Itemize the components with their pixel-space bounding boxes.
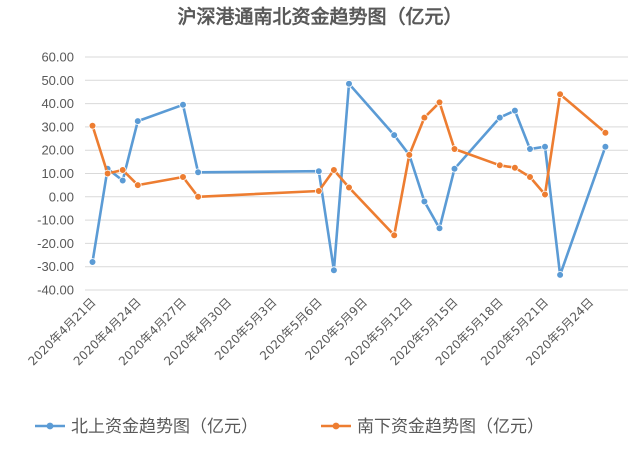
series-northbound xyxy=(88,80,610,279)
legend-item: 北上资金趋势图（亿元） xyxy=(35,417,258,437)
data-point xyxy=(435,98,444,107)
data-point xyxy=(601,128,610,137)
gridlines xyxy=(85,56,628,291)
y-tick-label: -10.00 xyxy=(37,213,74,228)
y-tick-label: 40.00 xyxy=(41,96,74,111)
data-point xyxy=(420,197,429,206)
series-southbound xyxy=(88,90,610,240)
y-tick-label: 20.00 xyxy=(41,143,74,158)
data-point xyxy=(541,190,549,199)
data-point xyxy=(88,258,97,266)
legend: 北上资金趋势图（亿元） 南下资金趋势图（亿元） xyxy=(35,417,544,437)
y-tick-label: -30.00 xyxy=(37,259,74,274)
data-point xyxy=(314,187,323,195)
y-tick-label: -20.00 xyxy=(37,236,74,251)
data-point xyxy=(314,167,323,176)
y-tick-label: 10.00 xyxy=(41,166,74,181)
data-point xyxy=(405,151,414,159)
y-tick-label: 0.00 xyxy=(49,189,74,204)
data-point xyxy=(88,121,97,130)
data-point xyxy=(435,224,444,233)
chart-title: 沪深港通南北资金趋势图（亿元） xyxy=(177,6,463,28)
data-point xyxy=(526,145,534,153)
y-tick-label: 60.00 xyxy=(41,50,74,65)
data-point xyxy=(345,183,353,192)
x-axis-ticks: 2020年4月21日2020年4月24日2020年4月27日2020年4月30日… xyxy=(26,295,597,368)
data-point xyxy=(330,266,338,275)
data-point xyxy=(179,101,187,109)
data-point xyxy=(118,176,127,185)
data-point xyxy=(194,193,202,201)
y-tick-label: 50.00 xyxy=(41,73,74,88)
data-point xyxy=(390,131,399,139)
series-line xyxy=(91,82,607,277)
data-point xyxy=(450,145,459,153)
y-tick-label: -40.00 xyxy=(37,283,74,298)
data-point xyxy=(134,117,142,125)
y-tick-label: 30.00 xyxy=(41,119,74,134)
data-point xyxy=(556,271,564,279)
data-point xyxy=(179,173,187,181)
data-point xyxy=(345,80,353,88)
series-layer xyxy=(88,80,610,279)
data-point xyxy=(450,165,459,173)
data-point xyxy=(420,113,429,122)
data-point xyxy=(526,173,534,181)
data-point xyxy=(103,169,112,178)
legend-item: 南下资金趋势图（亿元） xyxy=(321,417,544,437)
y-axis-ticks: 60.00 50.00 40.00 30.00 20.00 10.00 0.00 -10.00… xyxy=(37,50,74,298)
data-point xyxy=(495,161,504,170)
data-point xyxy=(511,106,519,115)
data-point xyxy=(511,163,519,172)
data-point xyxy=(194,168,202,177)
legend-label: 南下资金趋势图（亿元） xyxy=(357,417,544,437)
data-point xyxy=(118,166,127,174)
data-point xyxy=(601,142,610,151)
legend-label: 北上资金趋势图（亿元） xyxy=(71,417,258,437)
data-point xyxy=(495,113,504,122)
data-point xyxy=(541,142,549,151)
data-point xyxy=(556,90,564,99)
legend-swatch-marker xyxy=(46,422,54,430)
data-point xyxy=(330,166,338,174)
data-point xyxy=(390,231,399,240)
data-point xyxy=(134,181,142,189)
series-line xyxy=(91,93,607,237)
legend-swatch-marker xyxy=(332,422,340,430)
